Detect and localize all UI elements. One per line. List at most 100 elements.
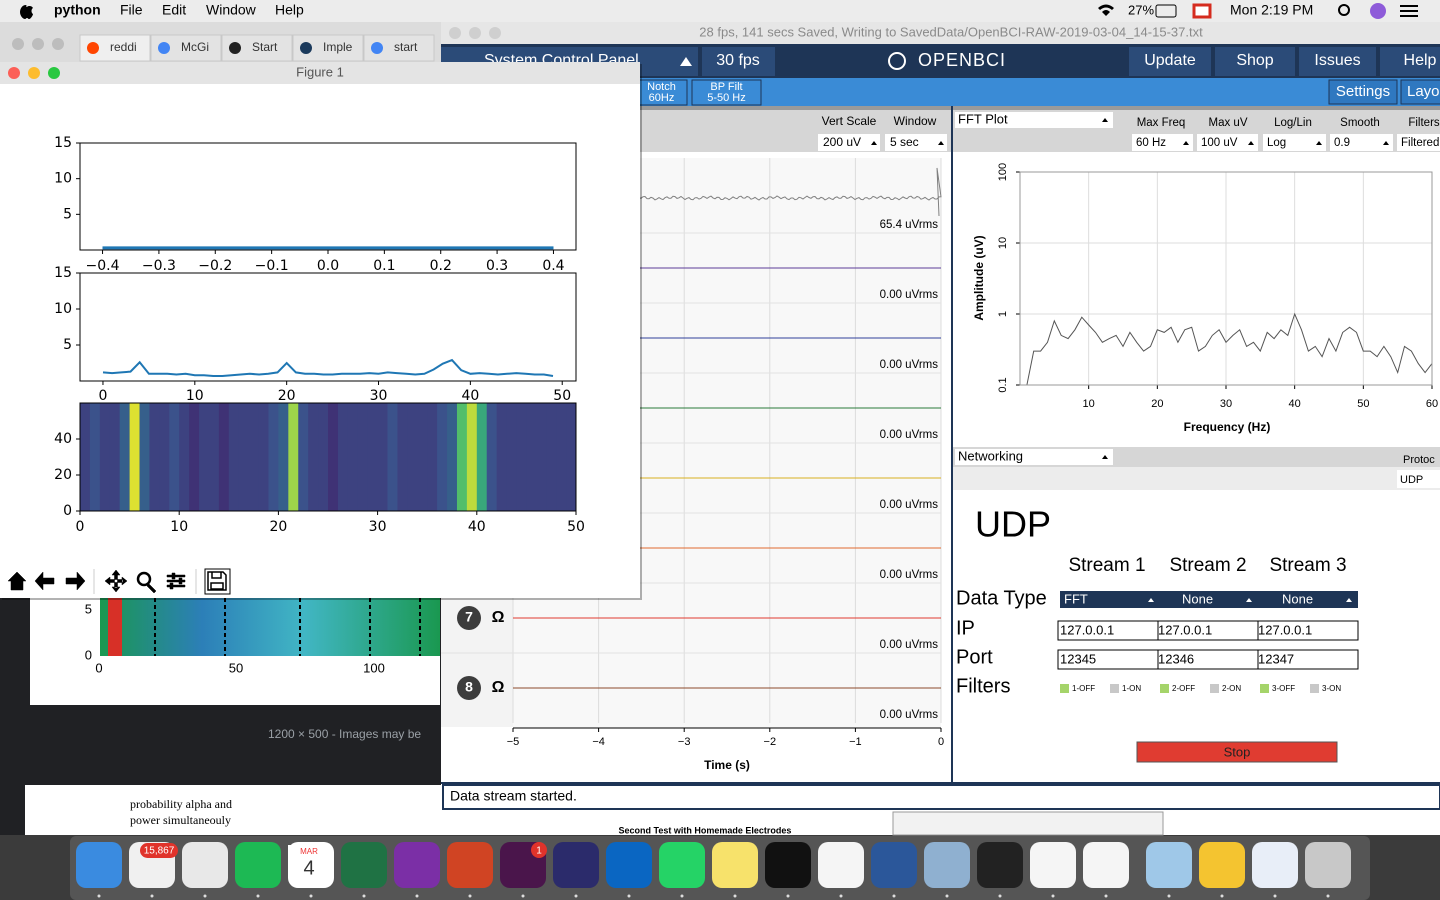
data-line xyxy=(102,358,554,377)
dock-icon[interactable] xyxy=(1199,842,1245,888)
dock-icon[interactable] xyxy=(606,842,652,888)
x-tick-label: 30 xyxy=(369,519,387,535)
dropdown[interactable] xyxy=(1330,134,1393,151)
dock-icon[interactable] xyxy=(1252,842,1298,888)
x-tick-label: 30 xyxy=(1220,398,1232,410)
dock-icon[interactable] xyxy=(1083,842,1129,888)
fps-button[interactable] xyxy=(702,47,775,76)
dock-icon[interactable] xyxy=(447,842,493,888)
nav-button[interactable] xyxy=(1129,47,1211,76)
filter-toggle[interactable] xyxy=(1210,684,1219,693)
y-tick-label: 5 xyxy=(63,337,72,353)
dock-icon[interactable] xyxy=(977,842,1023,888)
filter-button[interactable] xyxy=(635,79,688,106)
panel-title: FFT Plot xyxy=(958,111,1008,126)
menu[interactable]: Window xyxy=(206,2,257,18)
dock-icon[interactable] xyxy=(394,842,440,888)
impedance-icon[interactable]: Ω xyxy=(492,609,505,626)
dock-icon[interactable] xyxy=(1030,842,1076,888)
settings-button[interactable] xyxy=(1328,79,1398,105)
toolbar-icon xyxy=(65,571,86,591)
heatmap-cell xyxy=(298,403,309,511)
rms-label: 0.00 uVrms xyxy=(880,639,939,651)
heatmap-cell xyxy=(506,403,517,511)
ip-value: 127.0.0.1 xyxy=(1258,622,1312,637)
heatmap-cell xyxy=(189,403,200,511)
dock-icon[interactable] xyxy=(182,842,228,888)
running-indicator xyxy=(786,894,790,898)
dock-icon[interactable] xyxy=(712,842,758,888)
filter-toggle[interactable] xyxy=(1110,684,1119,693)
heatmap-cell xyxy=(278,403,289,511)
running-indicator xyxy=(150,894,154,898)
data-type-dropdown[interactable] xyxy=(1258,591,1358,608)
filter-toggle[interactable] xyxy=(1160,684,1169,693)
layout-button[interactable] xyxy=(1400,79,1440,105)
bg-tick-label: 50 xyxy=(229,660,243,675)
data-type-dropdown[interactable] xyxy=(1158,591,1258,608)
browser-tab[interactable] xyxy=(79,34,151,62)
window-button xyxy=(52,38,64,50)
dropdown[interactable] xyxy=(1197,134,1258,151)
filter-toggle[interactable] xyxy=(1310,684,1319,693)
dropdown[interactable] xyxy=(1397,470,1440,488)
nav-button[interactable] xyxy=(1299,47,1376,76)
impedance-icon[interactable]: Ω xyxy=(492,679,505,696)
dock-icon[interactable] xyxy=(871,842,917,888)
dropdown[interactable] xyxy=(955,112,1113,128)
dock-icon[interactable] xyxy=(1146,842,1192,888)
filter-button[interactable] xyxy=(691,79,762,106)
x-tick-label: 40 xyxy=(461,388,479,404)
filter-label: 2-ON xyxy=(1222,684,1241,693)
dock-icon[interactable] xyxy=(659,842,705,888)
dropdown[interactable] xyxy=(818,134,880,151)
setting-label: Filters xyxy=(1408,117,1440,129)
badge-count: 15,867 xyxy=(144,846,175,857)
setting-label: Smooth xyxy=(1340,117,1380,129)
dropdown[interactable] xyxy=(885,134,947,151)
stop-button[interactable] xyxy=(1136,741,1338,763)
setting-label: Max Freq xyxy=(1137,117,1186,129)
dropdown[interactable] xyxy=(955,449,1113,465)
menu[interactable]: Help xyxy=(275,2,304,18)
menu[interactable]: Edit xyxy=(162,2,186,18)
nav-button[interactable] xyxy=(1215,47,1295,76)
header-label: Vert Scale xyxy=(822,114,877,128)
dock-icon[interactable] xyxy=(553,842,599,888)
dock-icon[interactable] xyxy=(235,842,281,888)
filter-toggle[interactable] xyxy=(1260,684,1269,693)
running-indicator xyxy=(574,894,578,898)
dock-icon[interactable] xyxy=(765,842,811,888)
tab-icon xyxy=(371,42,383,54)
dock-icon[interactable] xyxy=(341,842,387,888)
header-label: Window xyxy=(894,114,937,128)
menu[interactable]: File xyxy=(120,2,143,18)
status-bar xyxy=(442,784,1440,810)
ip-input[interactable] xyxy=(1257,620,1359,641)
y-tick-label: 5 xyxy=(63,206,72,222)
dropdown[interactable] xyxy=(1397,134,1440,151)
heatmap-cell xyxy=(328,403,339,511)
data-type-dropdown[interactable] xyxy=(1060,591,1160,608)
dock-icon[interactable] xyxy=(924,842,970,888)
dock-icon[interactable] xyxy=(76,842,122,888)
app-name[interactable]: python xyxy=(54,2,101,18)
tab-icon xyxy=(229,42,241,54)
port-input[interactable] xyxy=(1257,649,1359,670)
dropdown[interactable] xyxy=(1263,134,1326,151)
filter-toggle[interactable] xyxy=(1060,684,1069,693)
tab-title: McGi xyxy=(181,40,209,54)
x-tick-label: 50 xyxy=(1357,398,1369,410)
dock-icon[interactable] xyxy=(1305,842,1351,888)
separator xyxy=(441,106,1440,110)
toolbar-icon xyxy=(166,572,186,590)
dropdown[interactable] xyxy=(1132,134,1193,151)
dock-icon[interactable] xyxy=(818,842,864,888)
dropdown-arrow xyxy=(1246,598,1252,602)
toolbar-icon xyxy=(207,571,227,591)
nav-button[interactable] xyxy=(1380,47,1440,76)
heatmap-cell xyxy=(377,403,389,511)
title-bar xyxy=(441,22,1440,44)
stream-header: Stream 3 xyxy=(1269,555,1346,576)
x-tick-label: 40 xyxy=(468,519,486,535)
